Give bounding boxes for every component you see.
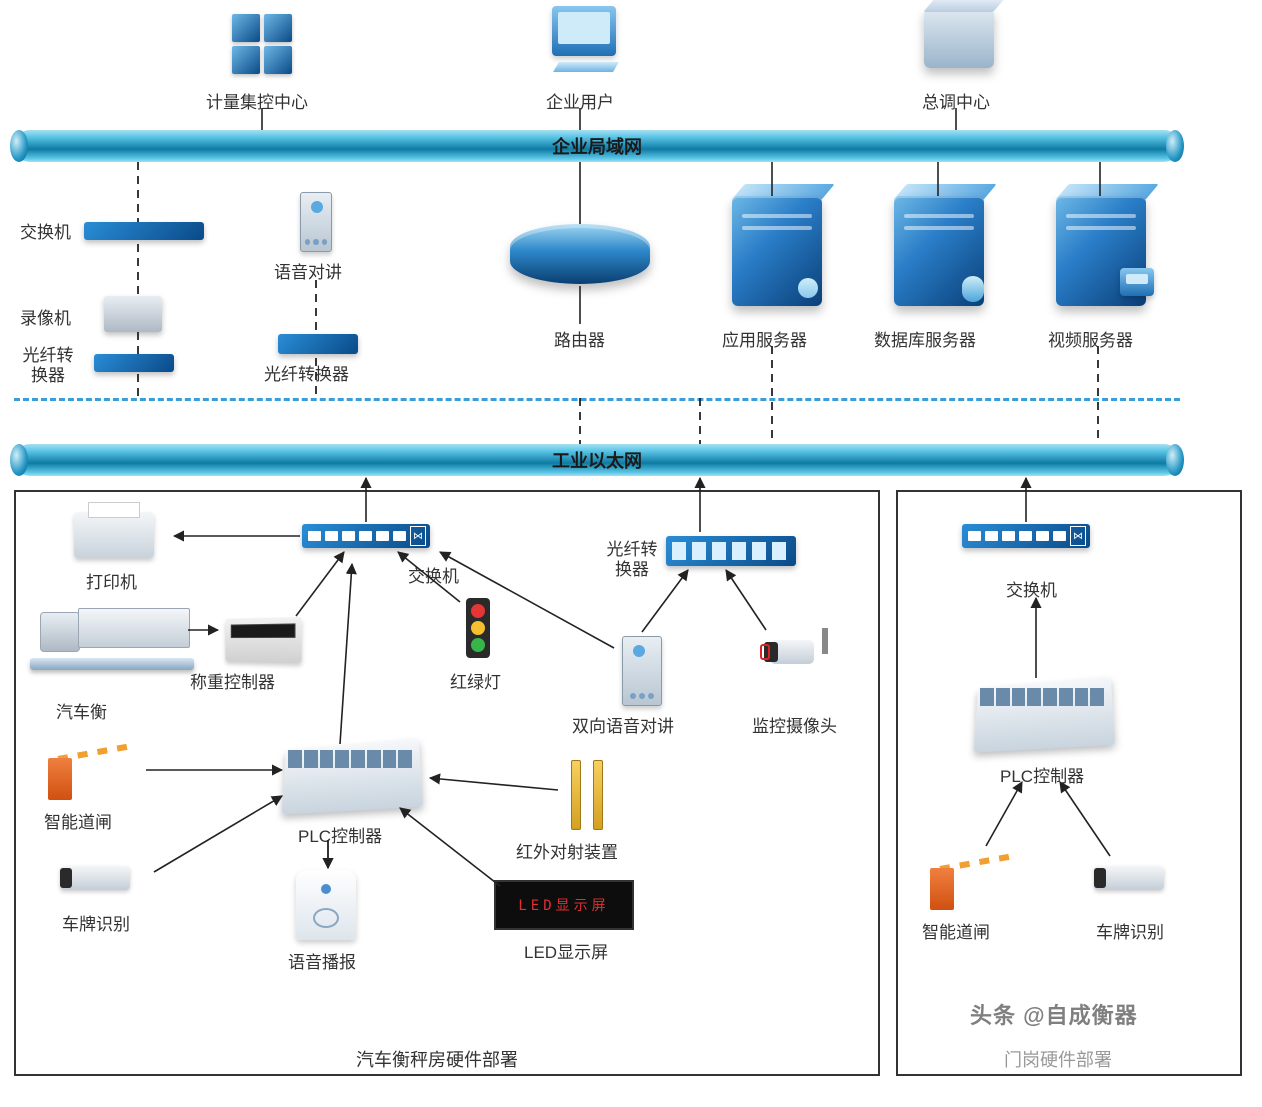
workstation-kbd-icon bbox=[553, 62, 619, 72]
traffic-light-label: 红绿灯 bbox=[450, 668, 501, 693]
plc-label-2: PLC控制器 bbox=[1000, 762, 1084, 787]
panel2-switch-icon: ⋈ bbox=[962, 524, 1090, 548]
dispatch-center-label: 总调中心 bbox=[922, 88, 990, 113]
switch-small-icon bbox=[84, 222, 204, 240]
diagram-canvas: 计量集控中心 企业用户 总调中心 企业局域网 交换机 录像机 光纤转 换器 语音… bbox=[0, 0, 1262, 1107]
dispatch-building-icon bbox=[924, 8, 994, 68]
panel1-switch-label: 交换机 bbox=[408, 562, 459, 587]
fiber-conv-label-2: 光纤转换器 bbox=[264, 360, 349, 385]
lpr-camera-icon-2 bbox=[1094, 858, 1184, 898]
db-server-label: 数据库服务器 bbox=[874, 326, 976, 351]
panel1-title: 汽车衡秤房硬件部署 bbox=[356, 1046, 518, 1072]
led-display-text: LED显示屏 bbox=[518, 895, 609, 915]
printer-label: 打印机 bbox=[86, 568, 137, 593]
recorder-icon bbox=[104, 296, 162, 332]
router-icon bbox=[510, 224, 650, 284]
plc-label-1: PLC控制器 bbox=[298, 822, 382, 847]
lpr-label-2: 车牌识别 bbox=[1096, 918, 1164, 943]
plc-icon-2 bbox=[972, 680, 1112, 750]
barrier-gate-label-2: 智能道闸 bbox=[922, 918, 990, 943]
video-server-monitor-icon bbox=[1120, 268, 1154, 296]
speaker-label: 语音播报 bbox=[288, 948, 356, 973]
weigh-controller-label: 称重控制器 bbox=[190, 668, 275, 693]
panel2-title: 门岗硬件部署 bbox=[1004, 1046, 1112, 1072]
led-display-icon: LED显示屏 bbox=[494, 880, 634, 930]
truck-scale-icon bbox=[40, 604, 190, 664]
barrier-gate-icon-1 bbox=[48, 730, 128, 800]
dome-camera-label: 监控摄像头 bbox=[752, 712, 837, 737]
voice-intercom-label-1: 语音对讲 bbox=[274, 258, 342, 283]
control-center-label: 计量集控中心 bbox=[206, 88, 308, 113]
lpr-camera-icon-1 bbox=[60, 858, 150, 898]
speaker-icon bbox=[296, 870, 356, 940]
workstation-monitor-icon bbox=[552, 6, 616, 56]
ir-sensor-icon bbox=[562, 760, 612, 830]
dome-camera-icon bbox=[758, 628, 828, 678]
weigh-controller-icon bbox=[225, 617, 301, 663]
industrial-label: 工业以太网 bbox=[552, 447, 642, 473]
switch-label-1: 交换机 bbox=[20, 218, 71, 243]
watermark: 头条 @自成衡器 bbox=[970, 998, 1138, 1030]
app-server-label: 应用服务器 bbox=[722, 326, 807, 351]
enterprise-user-label: 企业用户 bbox=[546, 88, 614, 113]
panel1-fiberconv-label: 光纤转 换器 bbox=[604, 540, 660, 581]
control-center-icon bbox=[232, 14, 292, 74]
panel2-switch-label: 交换机 bbox=[1006, 576, 1057, 601]
traffic-light-icon bbox=[466, 598, 490, 658]
panel1-intercom-icon bbox=[622, 636, 662, 706]
led-display-label: LED显示屏 bbox=[524, 938, 608, 963]
ir-sensor-label: 红外对射装置 bbox=[516, 838, 618, 863]
panel1-intercom-label: 双向语音对讲 bbox=[572, 712, 674, 737]
truck-scale-label: 汽车衡 bbox=[56, 698, 107, 723]
voice-intercom-icon-1 bbox=[300, 192, 332, 252]
plc-icon-1 bbox=[280, 742, 420, 812]
lan-bar: 企业局域网 bbox=[14, 130, 1180, 162]
printer-icon bbox=[74, 512, 154, 558]
video-server-label: 视频服务器 bbox=[1048, 326, 1133, 351]
recorder-label: 录像机 bbox=[20, 304, 71, 329]
barrier-gate-icon-2 bbox=[930, 840, 1010, 910]
panel1-switch-icon: ⋈ bbox=[302, 524, 430, 548]
barrier-gate-label-1: 智能道闸 bbox=[44, 808, 112, 833]
fiber-conv-small-2 bbox=[278, 334, 358, 354]
industrial-bar: 工业以太网 bbox=[14, 444, 1180, 476]
lan-label: 企业局域网 bbox=[552, 133, 642, 159]
panel1-fiberconv-icon bbox=[666, 536, 796, 566]
lpr-label-1: 车牌识别 bbox=[62, 910, 130, 935]
dashed-divider bbox=[14, 398, 1180, 401]
fiber-conv-small-1 bbox=[94, 354, 174, 372]
router-label: 路由器 bbox=[554, 326, 605, 351]
fiber-conv-label-1: 光纤转 换器 bbox=[20, 346, 76, 387]
